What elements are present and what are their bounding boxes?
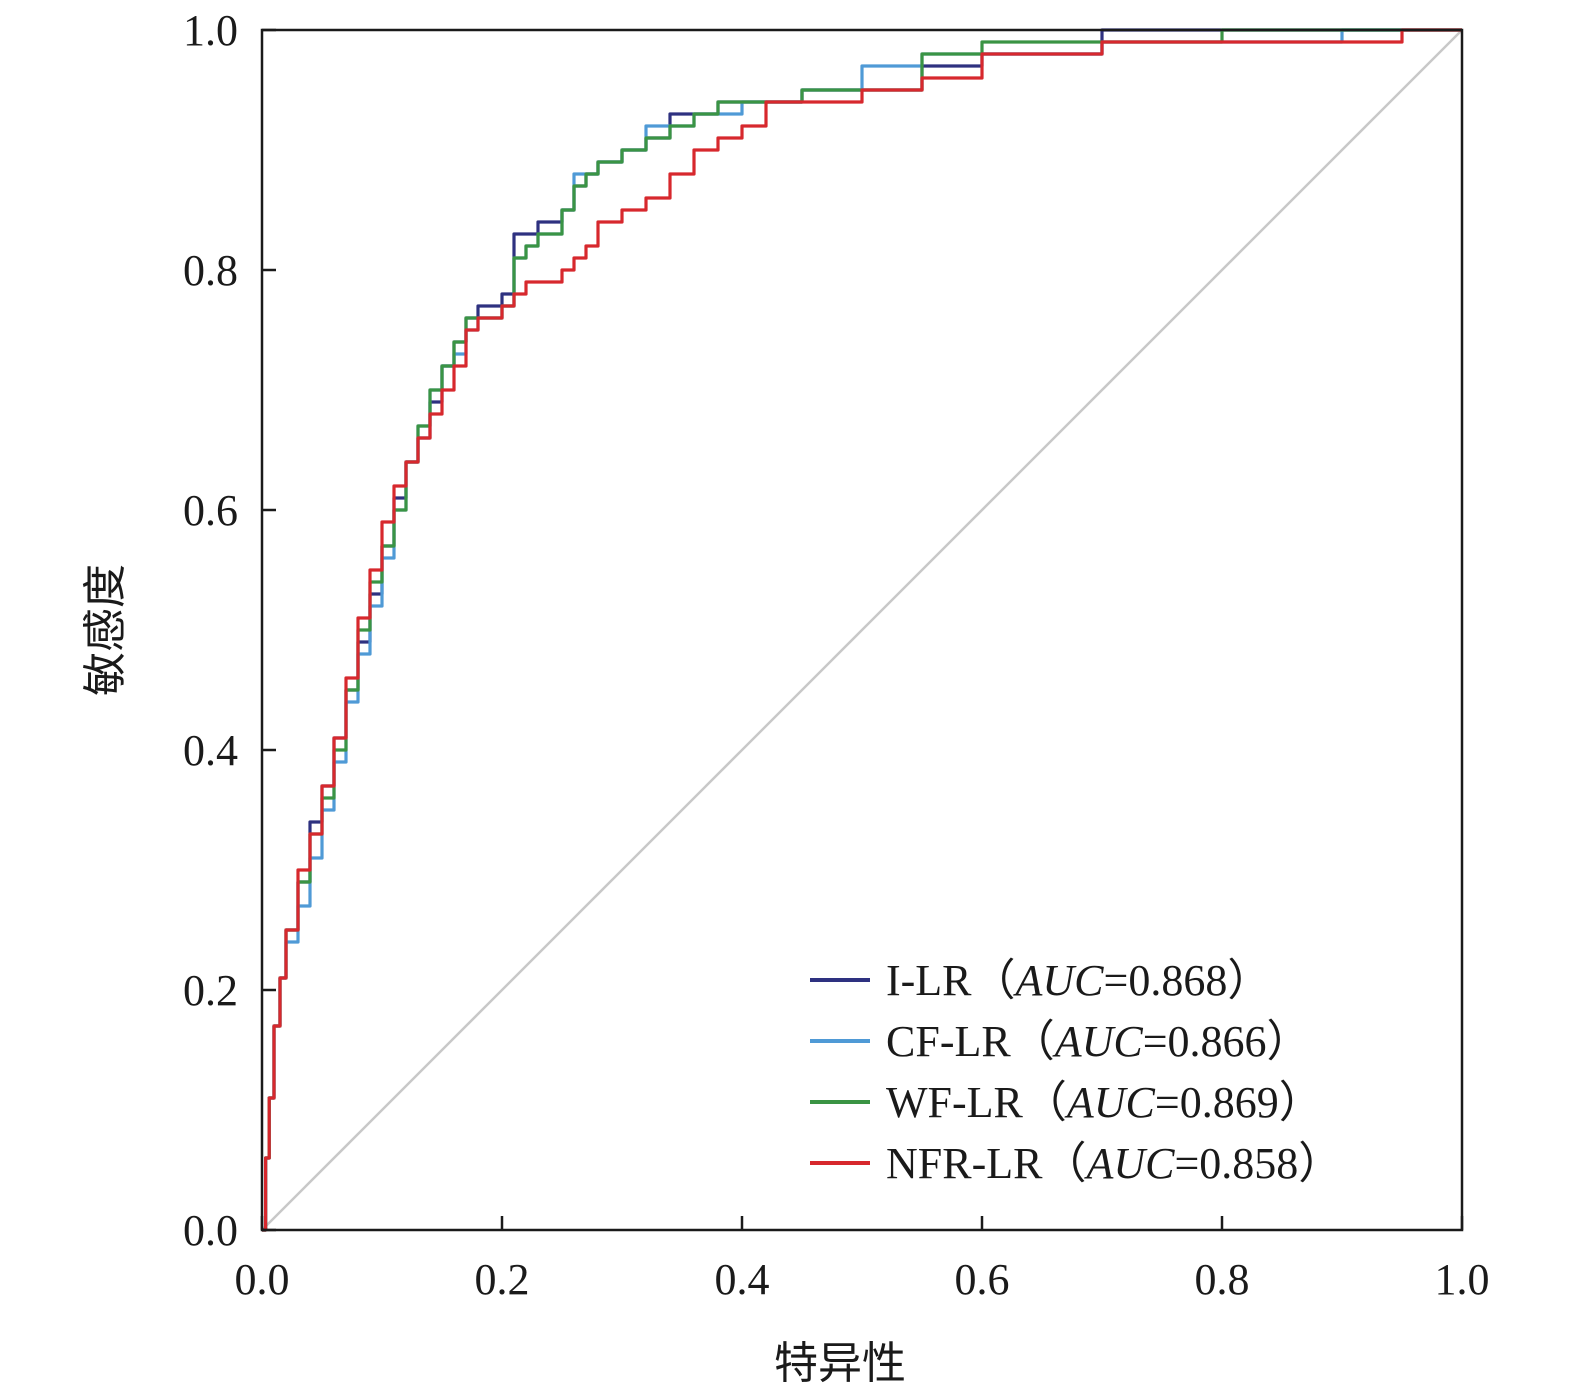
y-tick-label: 0.0 — [183, 1206, 238, 1255]
legend-label-i-lr: I-LR（AUC=0.868） — [886, 956, 1271, 1005]
plot-area — [261, 28, 1463, 1232]
legend-label-wf-lr: WF-LR（AUC=0.869） — [886, 1078, 1323, 1127]
y-tick-label: 0.4 — [183, 726, 238, 775]
x-tick-label: 0.6 — [955, 1255, 1010, 1304]
x-tick-label: 0.4 — [715, 1255, 770, 1304]
x-tick-label: 0.0 — [235, 1255, 290, 1304]
legend-label-cf-lr: CF-LR（AUC=0.866） — [886, 1017, 1311, 1066]
series-line-nfr-lr — [262, 28, 1462, 1232]
legend: I-LR（AUC=0.868） CF-LR（AUC=0.866） WF-LR（AUC… — [810, 956, 1342, 1188]
x-tick-label: 0.2 — [475, 1255, 530, 1304]
x-tick-label: 1.0 — [1435, 1255, 1490, 1304]
axes: 0.0 0.2 0.4 0.6 0.8 1.0 0.0 0.2 0.4 0.6 0.8 1.0 — [183, 6, 1490, 1304]
y-axis-title: 敏感度 — [80, 564, 131, 696]
x-axis-title: 特异性 — [774, 1338, 906, 1389]
reference-diagonal-line — [261, 29, 1463, 1231]
x-tick-label: 0.8 — [1195, 1255, 1250, 1304]
y-tick-label: 0.2 — [183, 966, 238, 1015]
y-tick-label: 0.6 — [183, 486, 238, 535]
y-tick-label: 0.8 — [183, 246, 238, 295]
legend-label-nfr-lr: NFR-LR（AUC=0.858） — [886, 1139, 1342, 1188]
y-tick-label: 1.0 — [183, 6, 238, 55]
plot-frame — [260, 28, 1464, 1232]
